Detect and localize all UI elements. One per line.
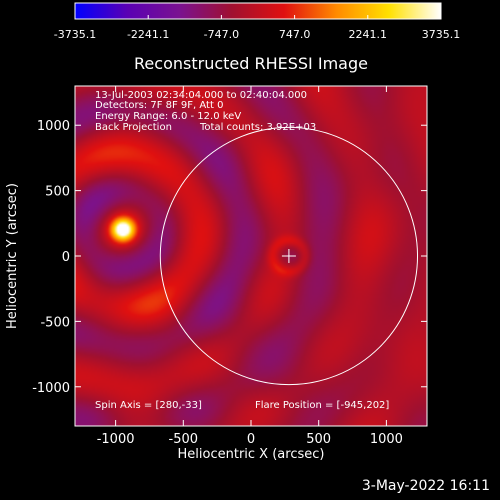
x-tick-label: 500 [306,432,331,447]
x-tick-label: 1000 [370,432,403,447]
annotation-time: 13-Jul-2003 02:34:04.000 to 02:40:04.000 [95,90,307,101]
x-tick-label: -500 [169,432,199,447]
colorbar-tick-label: -3735.1 [54,28,96,41]
colorbar-tick-label: -2241.1 [127,28,169,41]
colorbar-strip [74,2,442,20]
colorbar: -3735.1 -2241.1 -747.0 747.0 2241.1 3735.1 [54,2,460,41]
flare-position-label: Flare Position = [-945,202] [255,400,389,411]
colorbar-tick-label: 747.0 [279,28,311,41]
annotation-block: 13-Jul-2003 02:34:04.000 to 02:40:04.000… [95,90,316,133]
colorbar-tick-label: 3735.1 [422,28,461,41]
footer-date: 3-May-2022 16:11 [361,478,490,494]
y-tick-label: 1000 [37,119,70,134]
solar-disk-circle [159,126,419,386]
x-tick-label: -1000 [97,432,135,447]
spin-axis-cross-icon [281,249,296,263]
plot-area [75,86,427,426]
heatmap-image [75,86,427,426]
annotation-detectors: Detectors: 7F 8F 9F, Att 0 [95,100,223,111]
y-axis-label: Heliocentric Y (arcsec) [5,183,20,329]
y-axis: -1000 -500 0 500 1000 [32,119,427,396]
annotation-counts: Total counts: 3.92E+03 [199,122,316,133]
x-tick-label: 0 [247,432,255,447]
x-axis-label: Heliocentric X (arcsec) [178,447,325,462]
colorbar-tick-label: -747.0 [204,28,239,41]
y-tick-label: -1000 [32,381,70,396]
spin-axis-label: Spin Axis = [280,-33] [95,400,202,411]
y-tick-label: 500 [45,185,70,200]
colorbar-ticks: -3735.1 -2241.1 -747.0 747.0 2241.1 3735.1 [54,15,460,41]
y-tick-label: -500 [40,315,70,330]
colorbar-tick-label: 2241.1 [349,28,388,41]
annotation-energy: Energy Range: 6.0 - 12.0 keV [95,111,241,122]
chart-title: Reconstructed RHESSI Image [134,54,368,73]
annotation-method: Back Projection [95,122,172,133]
y-tick-label: 0 [62,250,70,265]
x-axis: -1000 -500 0 500 1000 [97,86,403,447]
